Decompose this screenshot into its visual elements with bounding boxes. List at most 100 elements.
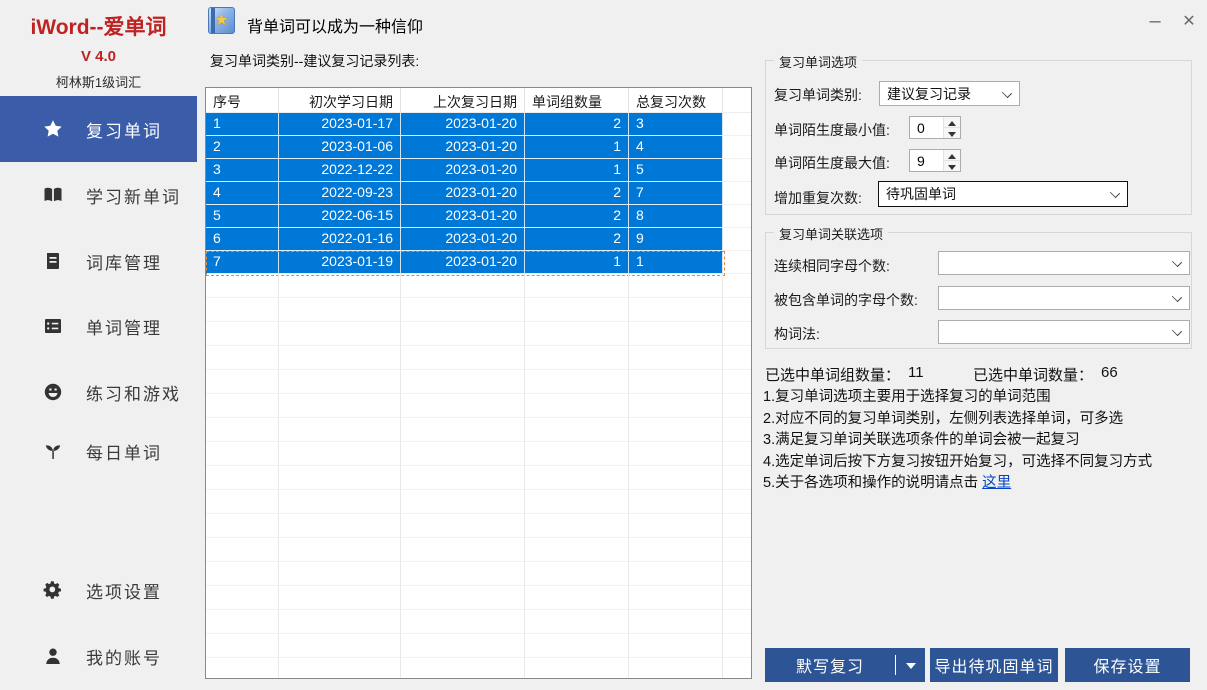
table-cell-empty bbox=[206, 298, 279, 322]
table-row-empty bbox=[206, 418, 751, 442]
table-cell-empty bbox=[279, 586, 401, 610]
table-cell-empty bbox=[206, 634, 279, 658]
dropdown-arrow-icon[interactable] bbox=[896, 657, 925, 674]
review-table-header: 序号 初次学习日期 上次复习日期 单词组数量 总复习次数 bbox=[206, 88, 751, 113]
instruction-text: 4.选定单词后按下方复习按钮开始复习，可选择不同复习方式 bbox=[763, 453, 1153, 470]
spinner-down-button[interactable] bbox=[944, 128, 960, 138]
sidebar-item-label: 选项设置 bbox=[86, 582, 162, 602]
column-header-5[interactable]: 总复习次数 bbox=[629, 88, 723, 113]
spinner-down-button[interactable] bbox=[944, 161, 960, 171]
selected-groups-stat: 已选中单词组数量： 11 bbox=[765, 364, 924, 385]
table-cell-empty bbox=[525, 346, 629, 370]
dictation-review-button[interactable]: 默写复习 bbox=[795, 659, 864, 676]
minimize-button[interactable]: – bbox=[1149, 9, 1161, 32]
table-cell-empty bbox=[629, 538, 723, 562]
table-cell-filler bbox=[723, 298, 751, 322]
table-cell-empty bbox=[279, 490, 401, 514]
sidebar-item-3[interactable]: 词库管理 bbox=[0, 241, 197, 281]
table-cell: 2023-01-20 bbox=[401, 159, 525, 182]
table-cell: 2022-01-16 bbox=[279, 228, 401, 251]
dictation-review-split-button[interactable]: 默写复习 bbox=[765, 648, 925, 682]
table-row[interactable]: 6 2022-01-16 2023-01-20 2 9 bbox=[206, 228, 751, 251]
table-cell-filler bbox=[723, 610, 751, 634]
repeat-count-combobox[interactable]: 待巩固单词 bbox=[878, 181, 1128, 207]
instruction-line-5: 5.关于各选项和操作的说明请点击 这里 bbox=[763, 473, 1199, 495]
table-row[interactable]: 4 2022-09-23 2023-01-20 2 7 bbox=[206, 182, 751, 205]
table-row[interactable]: 3 2022-12-22 2023-01-20 1 5 bbox=[206, 159, 751, 182]
help-link[interactable]: 这里 bbox=[982, 475, 1012, 491]
table-cell: 2 bbox=[525, 228, 629, 251]
relation-options-group-title: 复习单词关联选项 bbox=[774, 224, 889, 243]
table-cell-empty bbox=[279, 418, 401, 442]
table-cell: 2 bbox=[525, 113, 629, 136]
review-table[interactable]: 序号 初次学习日期 上次复习日期 单词组数量 总复习次数 1 2023-01-17 2023… bbox=[205, 87, 752, 679]
table-row[interactable]: 5 2022-06-15 2023-01-20 2 8 bbox=[206, 205, 751, 228]
table-cell-empty bbox=[629, 586, 723, 610]
review-options-group-title: 复习单词选项 bbox=[774, 52, 863, 71]
sidebar-item-5[interactable]: 练习和游戏 bbox=[0, 372, 197, 412]
sidebar-item-4[interactable]: 单词管理 bbox=[0, 306, 197, 346]
sidebar-item-7[interactable]: 选项设置 bbox=[0, 570, 197, 610]
table-cell-empty bbox=[401, 322, 525, 346]
min-unfamiliarity-label: 单词陌生度最小值: bbox=[774, 122, 890, 138]
table-cell: 8 bbox=[629, 205, 723, 228]
app-title: iWord--爱单词 bbox=[30, 16, 167, 39]
sidebar-item-label: 我的账号 bbox=[86, 648, 162, 668]
contained-letters-combobox[interactable] bbox=[938, 286, 1190, 310]
table-cell-empty bbox=[206, 514, 279, 538]
export-pending-words-button[interactable]: 导出待巩固单词 bbox=[930, 648, 1058, 682]
close-button[interactable]: ✕ bbox=[1182, 13, 1196, 30]
category-combobox[interactable]: 建议复习记录 bbox=[879, 81, 1020, 106]
table-cell: 2023-01-20 bbox=[401, 205, 525, 228]
person-icon bbox=[42, 646, 63, 667]
sidebar-item-label: 学习新单词 bbox=[86, 187, 181, 207]
chevron-down-icon bbox=[1003, 88, 1012, 97]
max-unfamiliarity-stepper[interactable]: 9 bbox=[909, 149, 961, 172]
smiley-icon bbox=[42, 382, 63, 403]
instructions: 1.复习单词选项主要用于选择复习的单词范围 2.对应不同的复习单词类别，左侧列表选… bbox=[763, 387, 1199, 495]
table-cell: 2023-01-20 bbox=[401, 251, 525, 274]
table-cell: 2 bbox=[206, 136, 279, 159]
min-unfamiliarity-stepper[interactable]: 0 bbox=[909, 116, 961, 139]
column-header-4[interactable]: 单词组数量 bbox=[525, 88, 629, 113]
table-cell-empty bbox=[279, 298, 401, 322]
table-cell-empty bbox=[279, 346, 401, 370]
sidebar-item-1[interactable]: 复习单词 bbox=[0, 96, 197, 162]
instruction-text: 2.对应不同的复习单词类别，左侧列表选择单词，可多选 bbox=[763, 410, 1124, 427]
column-header-1[interactable]: 序号 bbox=[206, 88, 279, 113]
selected-words-label: 已选中单词数量： bbox=[973, 367, 1094, 384]
table-cell: 5 bbox=[206, 205, 279, 228]
chevron-down-icon bbox=[1173, 257, 1182, 266]
table-cell-empty bbox=[525, 394, 629, 418]
relation-options-group: 复习单词关联选项 连续相同字母个数: 被包含单词的字母个数: 构词法: bbox=[765, 224, 1192, 349]
sprout-icon bbox=[42, 441, 63, 462]
table-cell-empty bbox=[401, 466, 525, 490]
same-letters-combobox[interactable] bbox=[938, 251, 1190, 275]
table-cell-empty bbox=[279, 394, 401, 418]
table-cell-empty bbox=[525, 562, 629, 586]
table-cell-empty bbox=[401, 346, 525, 370]
column-header-2[interactable]: 初次学习日期 bbox=[279, 88, 401, 113]
table-row-empty bbox=[206, 322, 751, 346]
table-cell-empty bbox=[401, 490, 525, 514]
spinner-up-button[interactable] bbox=[944, 150, 960, 161]
spinner-up-button[interactable] bbox=[944, 117, 960, 128]
save-settings-button[interactable]: 保存设置 bbox=[1065, 648, 1190, 682]
sidebar-item-8[interactable]: 我的账号 bbox=[0, 636, 197, 676]
table-cell: 2 bbox=[525, 205, 629, 228]
table-row-empty bbox=[206, 274, 751, 298]
table-cell-empty bbox=[525, 418, 629, 442]
sidebar-item-2[interactable]: 学习新单词 bbox=[0, 175, 197, 215]
table-cell-empty bbox=[401, 394, 525, 418]
table-cell-filler bbox=[723, 418, 751, 442]
table-row[interactable]: 7 2023-01-19 2023-01-20 1 1 bbox=[206, 251, 751, 276]
table-row[interactable]: 2 2023-01-06 2023-01-20 1 4 bbox=[206, 136, 751, 159]
column-header-3[interactable]: 上次复习日期 bbox=[401, 88, 525, 113]
word-formation-combobox[interactable] bbox=[938, 320, 1190, 344]
sidebar-item-6[interactable]: 每日单词 bbox=[0, 431, 197, 471]
table-cell: 3 bbox=[629, 113, 723, 136]
table-cell-filler bbox=[723, 251, 751, 274]
star-icon bbox=[42, 119, 63, 140]
table-row[interactable]: 1 2023-01-17 2023-01-20 2 3 bbox=[206, 113, 751, 136]
